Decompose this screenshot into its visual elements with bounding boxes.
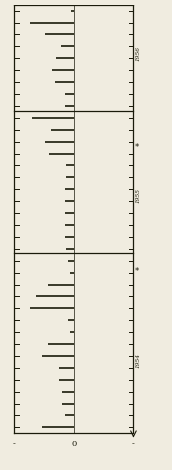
Text: *: * bbox=[135, 142, 139, 151]
Text: -: - bbox=[132, 440, 135, 448]
Text: 1956: 1956 bbox=[136, 47, 141, 62]
Text: *: * bbox=[135, 267, 139, 276]
Text: 1955: 1955 bbox=[136, 188, 141, 203]
Text: -: - bbox=[13, 440, 16, 448]
Text: 0: 0 bbox=[71, 440, 77, 448]
Text: 1954: 1954 bbox=[136, 353, 141, 368]
